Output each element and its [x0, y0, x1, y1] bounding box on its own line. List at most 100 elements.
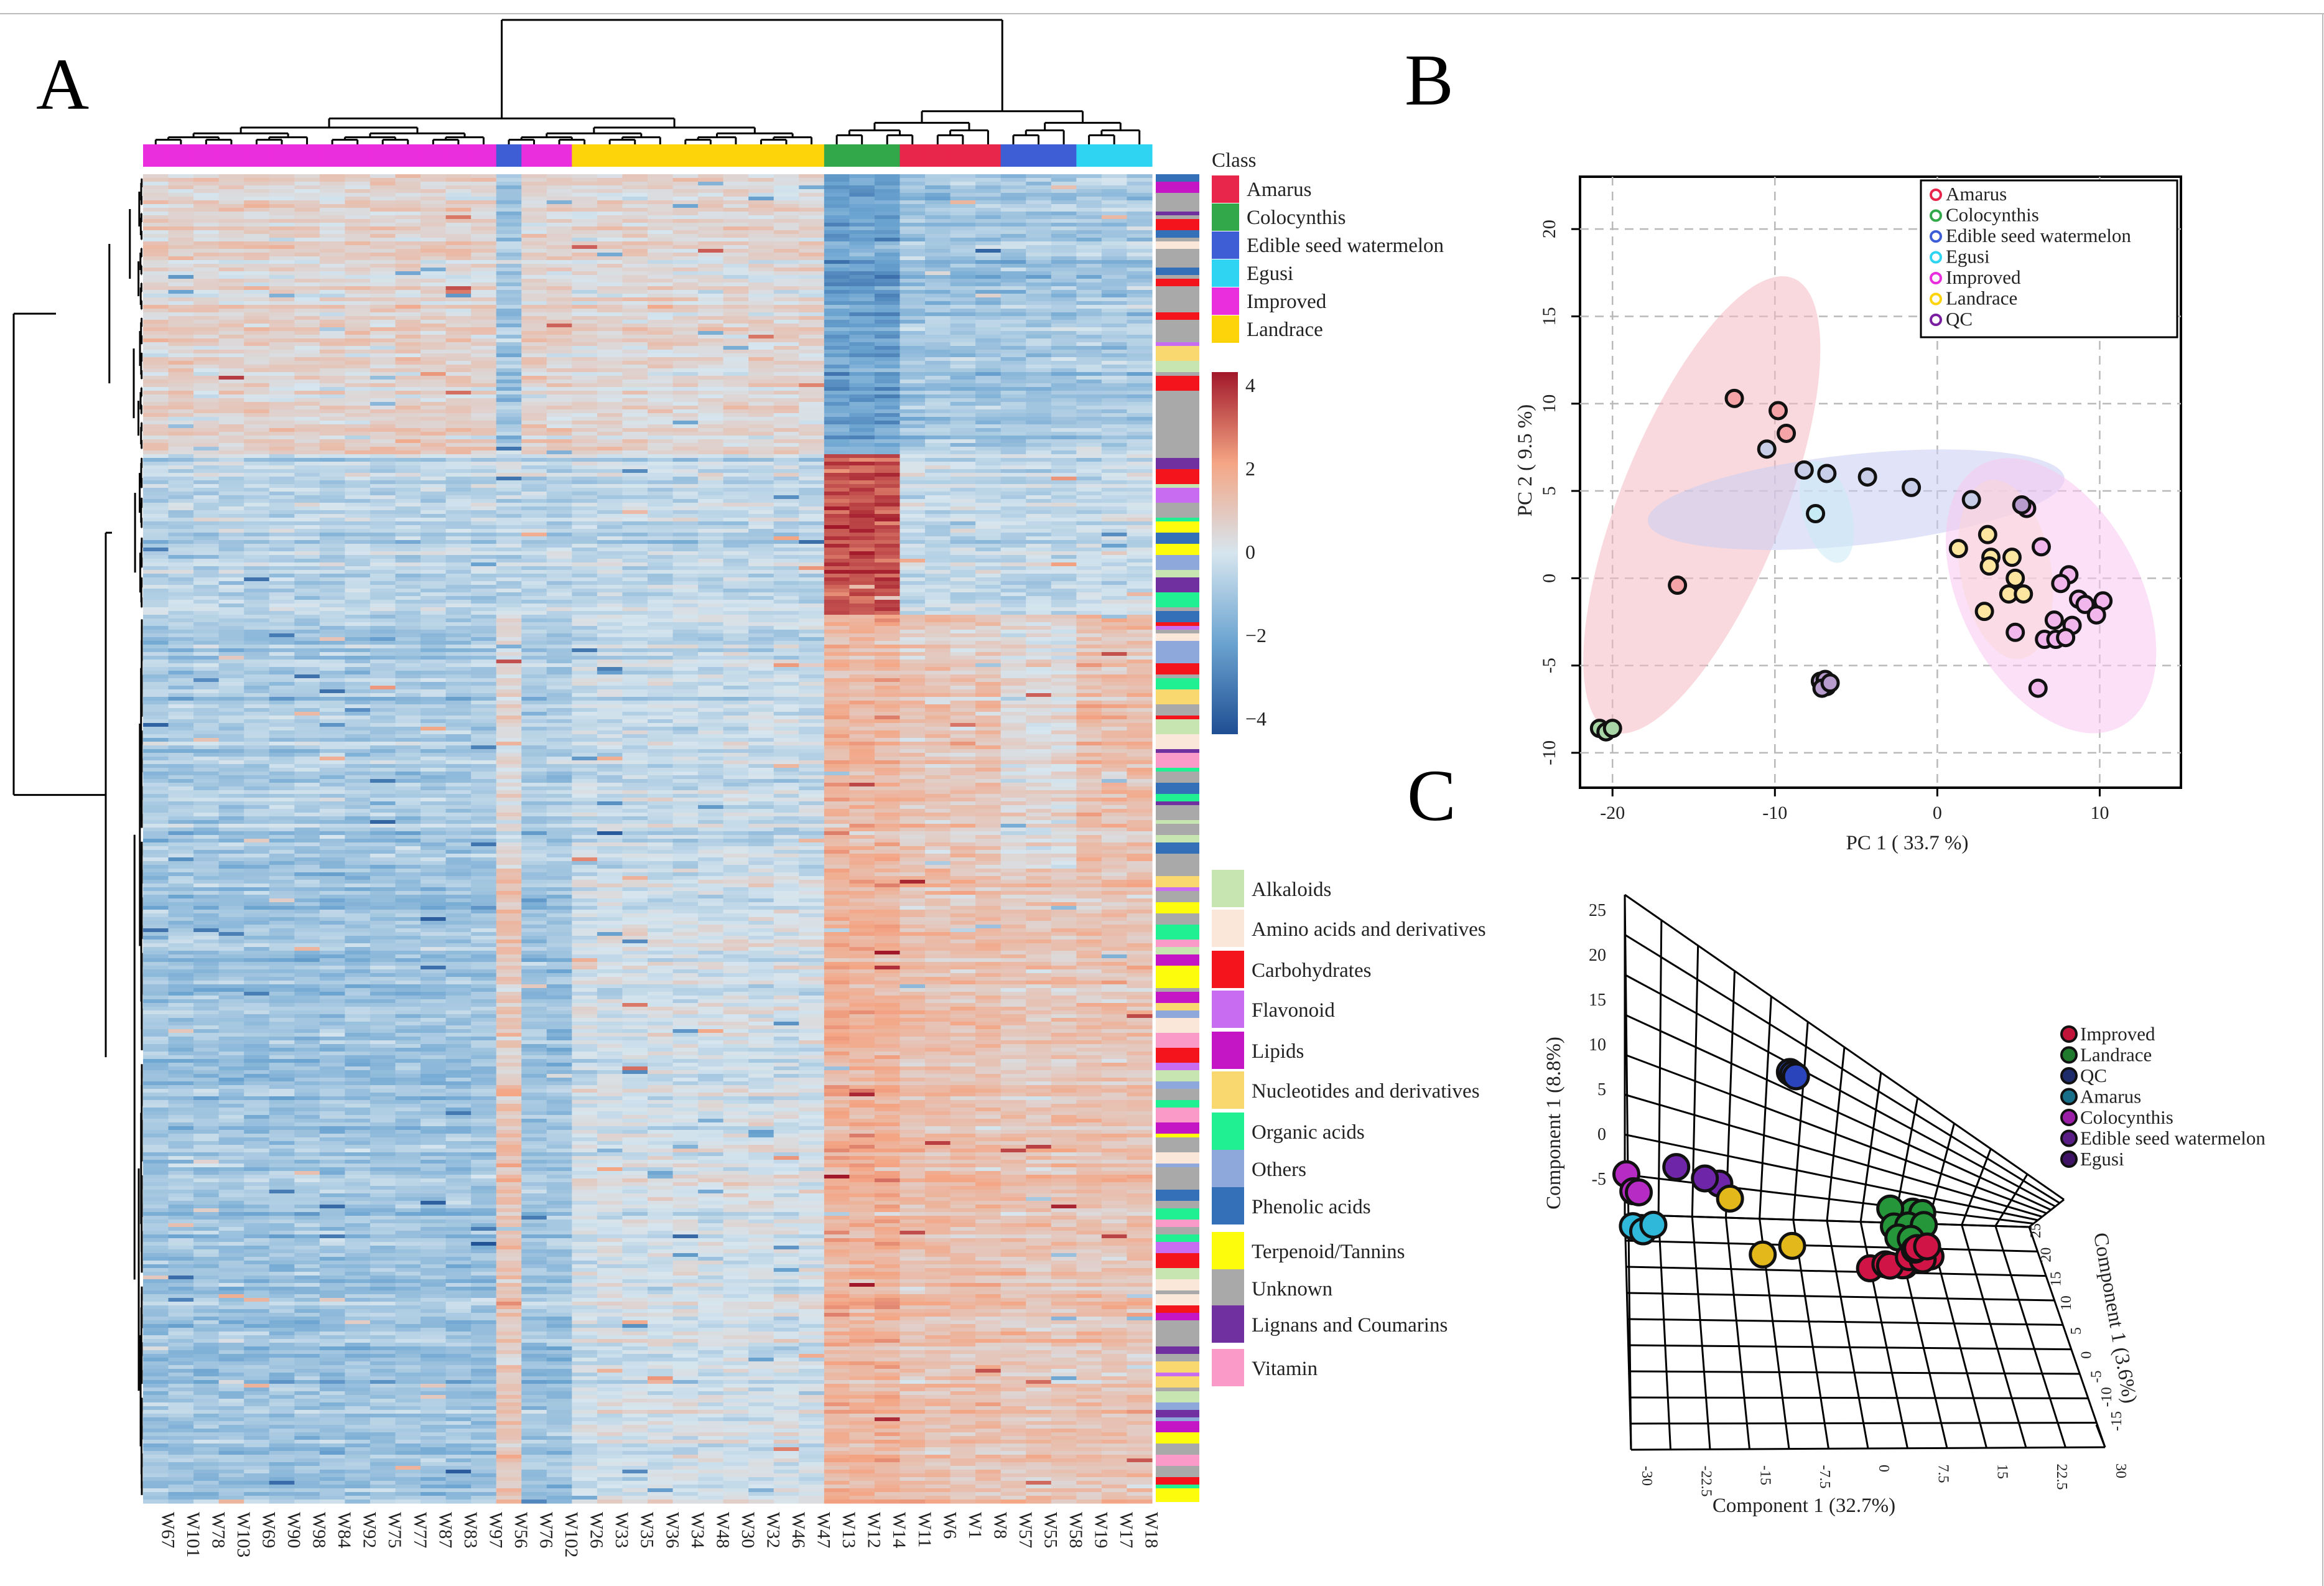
- heatmap-cell: [723, 387, 749, 391]
- heatmap-cell: [193, 241, 220, 246]
- heatmap-cell: [975, 204, 1002, 208]
- heatmap-cell: [218, 372, 244, 376]
- heatmap-cell: [218, 361, 244, 365]
- heatmap-cell: [1101, 492, 1128, 496]
- heatmap-cell: [1026, 350, 1052, 354]
- heatmap-cell: [1000, 514, 1026, 518]
- heatmap-cell: [269, 174, 295, 179]
- heatmap-cell: [546, 424, 572, 429]
- heatmap-cell: [899, 327, 926, 332]
- heatmap-cell: [824, 271, 850, 276]
- heatmap-cell: [218, 499, 244, 503]
- heatmap-cell: [899, 458, 926, 462]
- heatmap-cell: [698, 432, 724, 436]
- heatmap-cell: [723, 234, 749, 238]
- heatmap-cell: [748, 525, 774, 529]
- heatmap-cell: [849, 428, 875, 432]
- heatmap-cell: [143, 484, 169, 488]
- heatmap-cell: [1051, 197, 1077, 201]
- heatmap-cell: [698, 346, 724, 350]
- heatmap-cell: [143, 230, 169, 235]
- heatmap-cell: [269, 521, 295, 526]
- heatmap-cell: [648, 376, 674, 380]
- heatmap-cell: [723, 294, 749, 298]
- heatmap-cell: [1127, 256, 1153, 261]
- heatmap-cell: [1051, 387, 1077, 391]
- heatmap-cell: [294, 409, 320, 414]
- heatmap-cell: [975, 495, 1002, 500]
- heatmap-cell: [1000, 484, 1026, 488]
- heatmap-cell: [672, 581, 699, 585]
- heatmap-cell: [395, 495, 421, 500]
- heatmap-cell: [445, 417, 472, 421]
- heatmap-cell: [773, 316, 799, 320]
- heatmap-cell: [899, 234, 926, 238]
- heatmap-cell: [218, 577, 244, 582]
- heatmap-cell: [193, 533, 220, 537]
- heatmap-cell: [849, 443, 875, 447]
- heatmap-cell: [723, 320, 749, 324]
- heatmap-cell: [395, 540, 421, 544]
- heatmap-cell: [445, 320, 472, 324]
- heatmap-cell: [546, 574, 572, 578]
- heatmap-cell: [648, 316, 674, 320]
- heatmap-cell: [471, 226, 497, 231]
- heatmap-cell: [244, 454, 270, 459]
- heatmap-cell: [1127, 264, 1153, 268]
- heatmap-cell: [244, 480, 270, 485]
- heatmap-cell: [899, 398, 926, 403]
- heatmap-cell: [899, 551, 926, 556]
- heatmap-cell: [622, 275, 648, 279]
- heatmap-cell: [698, 350, 724, 354]
- heatmap-cell: [1127, 279, 1153, 283]
- heatmap-cell: [1076, 406, 1102, 410]
- heatmap-cell: [1051, 331, 1077, 335]
- heatmap-cell: [471, 335, 497, 339]
- heatmap-cell: [874, 368, 901, 373]
- heatmap-cell: [445, 574, 472, 578]
- heatmap-cell: [572, 208, 598, 212]
- heatmap-cell: [269, 245, 295, 250]
- heatmap-cell: [471, 465, 497, 470]
- heatmap-cell: [950, 499, 976, 503]
- heatmap-cell: [597, 458, 623, 462]
- heatmap-cell: [648, 492, 674, 496]
- heatmap-cell: [799, 253, 825, 257]
- heatmap-cell: [672, 260, 699, 264]
- heatmap-cell: [698, 387, 724, 391]
- heatmap-cell: [319, 521, 345, 526]
- heatmap-cell: [648, 555, 674, 559]
- heatmap-cell: [193, 503, 220, 507]
- heatmap-cell: [421, 178, 447, 182]
- heatmap-cell: [874, 454, 901, 459]
- heatmap-cell: [799, 331, 825, 335]
- heatmap-cell: [319, 282, 345, 287]
- heatmap-cell: [345, 316, 371, 320]
- heatmap-cell: [345, 570, 371, 574]
- heatmap-cell: [698, 342, 724, 347]
- heatmap-cell: [874, 477, 901, 481]
- heatmap-cell: [648, 469, 674, 473]
- heatmap-cell: [370, 536, 396, 541]
- heatmap-cell: [193, 477, 220, 481]
- heatmap-cell: [345, 234, 371, 238]
- heatmap-cell: [496, 518, 522, 522]
- heatmap-cell: [193, 592, 220, 597]
- heatmap-cell: [773, 290, 799, 294]
- heatmap-cell: [244, 234, 270, 238]
- heatmap-cell: [471, 394, 497, 399]
- heatmap-cell: [799, 268, 825, 272]
- heatmap-cell: [168, 506, 194, 511]
- heatmap-cell: [193, 391, 220, 395]
- heatmap-cell: [143, 387, 169, 391]
- heatmap-cell: [1076, 223, 1102, 227]
- heatmap-cell: [143, 510, 169, 515]
- heatmap-cell: [723, 245, 749, 250]
- heatmap-cell: [698, 574, 724, 578]
- heatmap-cell: [874, 536, 901, 541]
- heatmap-cell: [925, 275, 951, 279]
- heatmap-cell: [672, 320, 699, 324]
- heatmap-cell: [975, 309, 1002, 313]
- heatmap-cell: [874, 417, 901, 421]
- heatmap-cell: [1000, 503, 1026, 507]
